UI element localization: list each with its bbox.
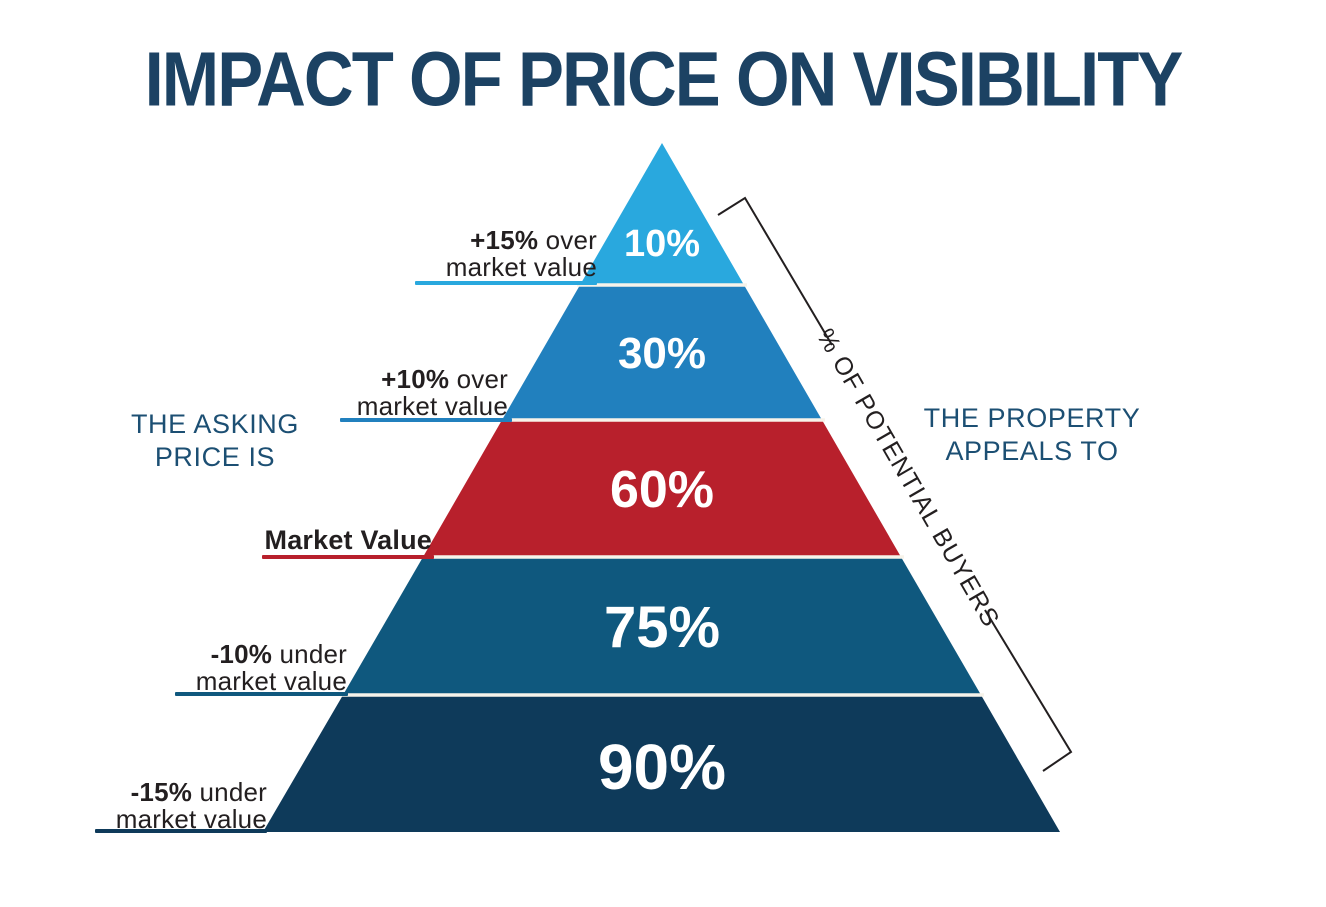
label-line2: market value xyxy=(195,666,347,696)
label-minus-15-under-market-value: -15% under market value xyxy=(116,779,267,833)
left-heading-line2: PRICE IS xyxy=(154,442,276,472)
pyramid-tier-60 xyxy=(423,420,901,557)
tier-value-10: 10% xyxy=(624,223,700,265)
right-heading-line1: THE PROPERTY xyxy=(923,403,1141,433)
label-minus-10-under-market-value: -10% under market value xyxy=(196,641,347,695)
right-slope-bracket xyxy=(717,196,1073,772)
label-rest-part: over xyxy=(538,225,597,255)
underline-plus-15 xyxy=(415,281,597,285)
tier-value-75: 75% xyxy=(604,595,720,660)
label-rest-part: under xyxy=(192,777,267,807)
underline-plus-10 xyxy=(340,418,512,422)
label-rest-part: under xyxy=(272,639,347,669)
label-bold-part: -10% xyxy=(210,639,273,669)
label-bold-part: +10% xyxy=(381,364,450,394)
label-bold-part: -15% xyxy=(130,777,193,807)
left-heading-asking-price: THE ASKING PRICE IS xyxy=(55,408,375,474)
right-heading-line2: APPEALS TO xyxy=(945,436,1119,466)
label-plus-10-over-market-value: +10% over market value xyxy=(357,366,508,420)
page-title: IMPACT OF PRICE ON VISIBILITY xyxy=(144,37,1184,123)
pyramid-tier-75 xyxy=(343,557,981,695)
label-plus-15-over-market-value: +15% over market value xyxy=(446,227,597,281)
label-line2: market value xyxy=(445,252,597,282)
label-rest-part: over xyxy=(449,364,508,394)
label-line2: market value xyxy=(356,391,508,421)
underline-minus-10 xyxy=(175,692,348,696)
left-heading-line1: THE ASKING xyxy=(130,409,300,439)
pyramid-tier-10 xyxy=(580,143,744,285)
label-line2: market value xyxy=(115,804,267,834)
tier-value-30: 30% xyxy=(618,329,706,378)
underline-market-value xyxy=(262,555,434,559)
underline-minus-15 xyxy=(95,829,267,833)
pyramid-tier-90 xyxy=(263,695,1060,832)
label-market-value: Market Value xyxy=(265,527,433,554)
label-bold-part: +15% xyxy=(470,225,539,255)
pyramid-tier-30 xyxy=(502,285,822,420)
right-heading-property-appeals: THE PROPERTY APPEALS TO xyxy=(872,402,1192,468)
tier-value-90: 90% xyxy=(598,731,726,803)
tier-value-60: 60% xyxy=(610,461,714,519)
label-bold-part: Market Value xyxy=(264,525,432,555)
